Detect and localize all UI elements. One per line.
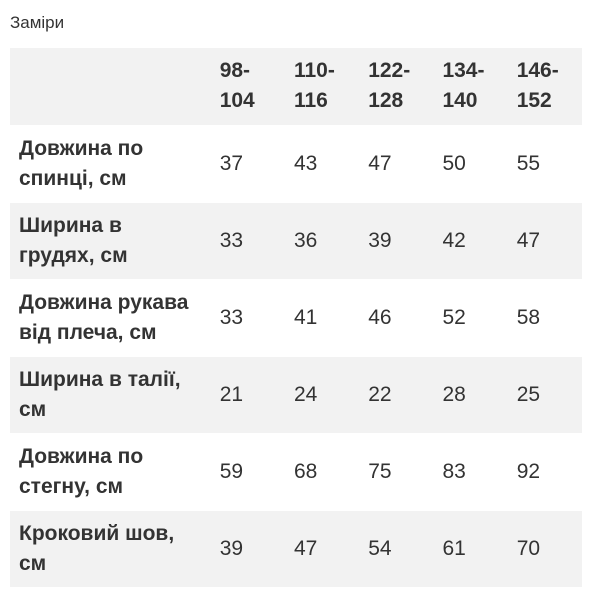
table-row: Довжина по спинці, см 37 43 47 50 55 <box>10 125 582 202</box>
row-label-line: Довжина по <box>19 444 144 468</box>
row-label: Ширина в грудях, см <box>10 202 211 279</box>
row-label-line: Довжина рукава <box>19 290 189 314</box>
table-header-row: 98- 104 110- 116 122- 128 134- 140 146- 152 <box>10 48 582 125</box>
measurement-cell: 37 <box>219 151 244 175</box>
measurement-cell: 39 <box>368 228 392 252</box>
row-label-line: грудях, см <box>19 243 128 267</box>
measurement-cell: 47 <box>368 151 392 175</box>
measurement-cell: 24 <box>293 382 318 406</box>
measurement-cell: 39 <box>219 536 244 560</box>
row-label-line: від плеча, см <box>19 320 157 344</box>
measurement-cell: 22 <box>368 382 392 406</box>
measurement-cell: 59 <box>219 459 244 483</box>
size-header-part: 104 <box>219 89 255 113</box>
measurement-cell: 75 <box>368 459 392 483</box>
measurement-cell: 47 <box>516 228 541 252</box>
measurement-cell: 50 <box>442 151 466 175</box>
measurement-cell: 28 <box>442 382 466 406</box>
measurement-cell: 42 <box>442 228 466 252</box>
row-label: Довжина рукава від плеча, см <box>10 279 211 356</box>
size-header: 110- 116 <box>285 48 359 125</box>
size-header: 98- 104 <box>211 48 285 125</box>
row-label: Кроковий шов, см <box>10 510 211 587</box>
row-label: Довжина по спинці, см <box>10 125 211 202</box>
measurement-cell: 58 <box>516 305 541 329</box>
size-header: 146- 152 <box>508 48 582 125</box>
row-label-line: Ширина в талії, <box>19 367 181 391</box>
size-header-part: 122- <box>368 59 411 83</box>
size-header: 122- 128 <box>359 48 433 125</box>
table-row: Кроковий шов, см 39 47 54 61 70 <box>10 510 582 587</box>
measurement-cell: 46 <box>368 305 392 329</box>
row-label-line: см <box>19 397 47 421</box>
table-row: Довжина рукава від плеча, см 33 41 46 52 … <box>10 279 582 356</box>
size-header: 134- 140 <box>433 48 507 125</box>
size-chart-table: 98- 104 110- 116 122- 128 134- 140 146- 152 Д… <box>10 48 582 588</box>
row-label-line: Кроковий шов, <box>19 521 175 545</box>
measurement-cell: 25 <box>516 382 541 406</box>
measurement-cell: 36 <box>293 228 318 252</box>
row-label: Довжина по стегну, см <box>10 433 211 510</box>
measurement-cell: 54 <box>368 536 392 560</box>
row-label-line: спинці, см <box>19 166 127 190</box>
measurement-cell: 43 <box>293 151 318 175</box>
size-header-part: 152 <box>516 89 552 113</box>
measurement-cell: 61 <box>442 536 466 560</box>
size-header-part: 134- <box>442 59 485 83</box>
table-row: Довжина по стегну, см 59 68 75 83 92 <box>10 433 582 510</box>
table-row: Ширина в грудях, см 33 36 39 42 47 <box>10 202 582 279</box>
row-label-line: стегну, см <box>19 474 124 498</box>
size-header-part: 140 <box>442 89 478 113</box>
measurement-cell: 52 <box>442 305 466 329</box>
size-header-part: 128 <box>368 89 404 113</box>
section-title: Заміри <box>10 13 65 32</box>
size-header-part: 98- <box>219 59 251 83</box>
size-header-part: 110- <box>293 59 335 83</box>
table-row: Ширина в талії, см 21 24 22 28 25 <box>10 356 582 433</box>
measurement-cell: 47 <box>293 536 318 560</box>
measurement-cell: 55 <box>516 151 541 175</box>
measurement-cell: 33 <box>219 305 244 329</box>
measurement-cell: 70 <box>516 536 541 560</box>
measurement-cell: 21 <box>219 382 244 406</box>
row-label-line: Довжина по <box>19 136 144 160</box>
measurement-cell: 83 <box>442 459 466 483</box>
row-label-line: Ширина в <box>19 213 122 237</box>
measurement-cell: 92 <box>516 459 541 483</box>
measurement-cell: 33 <box>219 228 244 252</box>
size-header-part: 116 <box>293 89 328 113</box>
size-header-part: 146- <box>516 59 559 83</box>
row-label-line: см <box>19 551 47 575</box>
measurement-cell: 68 <box>293 459 318 483</box>
measurement-cell: 41 <box>293 305 318 329</box>
row-label: Ширина в талії, см <box>10 356 211 433</box>
header-empty-cell <box>10 48 211 125</box>
